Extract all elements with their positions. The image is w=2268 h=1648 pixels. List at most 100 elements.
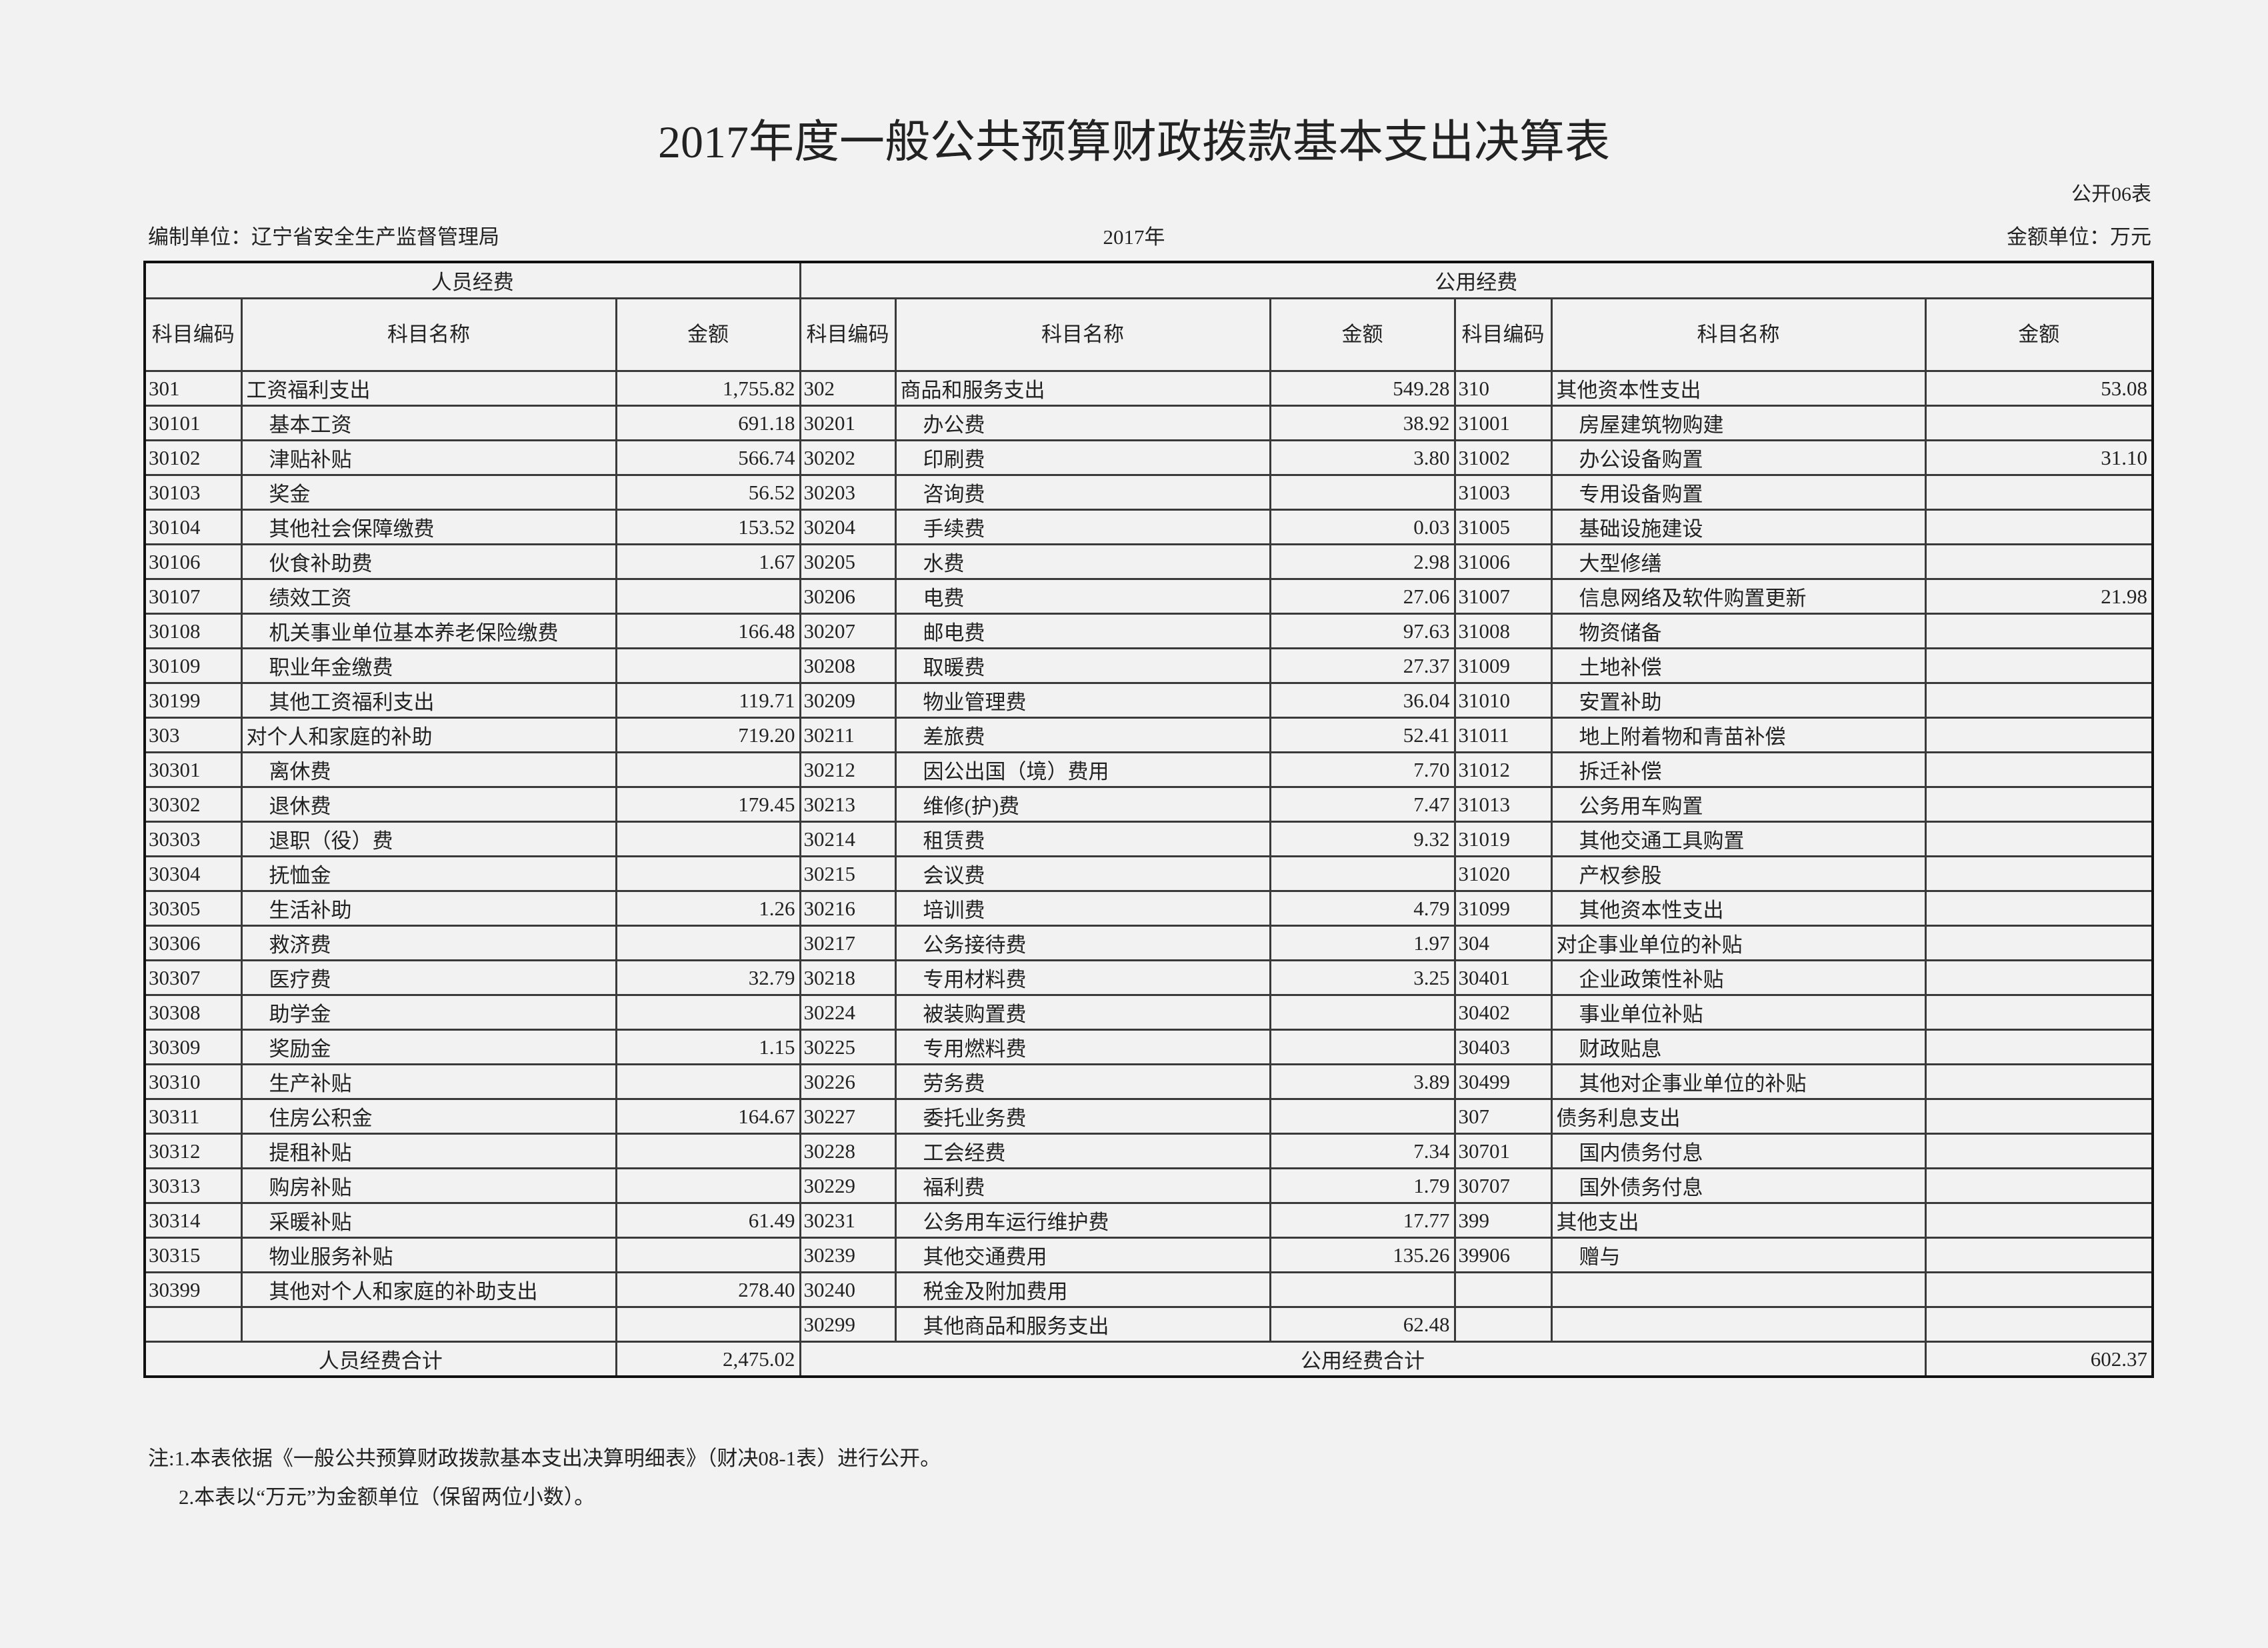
item-name: 采暖补贴 <box>240 1202 617 1239</box>
table-row: 30314 采暖补贴 61.49 30231 公务用车运行维护费 17.77 399 其他支出 <box>143 1202 2154 1239</box>
page-title: 2017年度一般公共预算财政拨款基本支出决算表 <box>657 117 1610 167</box>
form-number: 公开06表 <box>2071 183 2151 205</box>
item-name: 津贴补贴 <box>240 439 617 476</box>
item-amount <box>1924 959 2154 996</box>
item-amount: 52.41 <box>1269 717 1456 753</box>
item-amount <box>1924 1271 2154 1308</box>
item-code: 30312 <box>143 1133 243 1169</box>
item-name: 抚恤金 <box>240 855 617 892</box>
item-amount <box>615 1167 801 1204</box>
item-code: 30213 <box>799 786 897 823</box>
item-name: 工会经费 <box>894 1133 1271 1169</box>
item-code: 31013 <box>1453 786 1553 823</box>
item-amount <box>1269 1098 1456 1135</box>
item-name: 其他资本性支出 <box>1550 370 1927 407</box>
table-row: 30311 住房公积金 164.67 30227 委托业务费 307 债务利息支出 <box>143 1098 2154 1135</box>
item-code: 304 <box>1453 925 1553 961</box>
item-amount <box>615 855 801 892</box>
item-name: 对企事业单位的补贴 <box>1550 925 1927 961</box>
item-amount: 27.37 <box>1269 647 1456 684</box>
group-public: 公用经费 <box>799 261 2154 299</box>
item-code: 30231 <box>799 1202 897 1239</box>
item-amount <box>615 925 801 961</box>
item-code: 30217 <box>799 925 897 961</box>
table-row: 30109 职业年金缴费 30208 取暖费 27.37 31009 土地补偿 <box>143 647 2154 684</box>
item-amount <box>615 1133 801 1169</box>
item-name: 拆迁补偿 <box>1550 751 1927 788</box>
item-name: 国内债务付息 <box>1550 1133 1927 1169</box>
table-row: 30313 购房补贴 30229 福利费 1.79 30707 国外债务付息 <box>143 1167 2154 1204</box>
item-amount <box>1924 855 2154 892</box>
item-code: 30302 <box>143 786 243 823</box>
table-row: 30103 奖金 56.52 30203 咨询费 31003 专用设备购置 <box>143 474 2154 511</box>
item-amount <box>1924 509 2154 545</box>
item-amount: 7.70 <box>1269 751 1456 788</box>
item-amount <box>1269 1029 1456 1065</box>
item-name: 债务利息支出 <box>1550 1098 1927 1135</box>
item-amount <box>1269 855 1456 892</box>
table-row: 30102 津贴补贴 566.74 30202 印刷费 3.80 31002 办公设备购置 31… <box>143 439 2154 476</box>
table-row: 30309 奖励金 1.15 30225 专用燃料费 30403 财政贴息 <box>143 1029 2154 1065</box>
item-code: 31008 <box>1453 613 1553 649</box>
item-code: 30402 <box>1453 994 1553 1031</box>
item-name: 绩效工资 <box>240 578 617 615</box>
item-name: 大型修缮 <box>1550 543 1927 580</box>
item-code: 30215 <box>799 855 897 892</box>
item-code <box>1453 1306 1553 1343</box>
item-amount <box>1924 751 2154 788</box>
item-code: 30303 <box>143 821 243 857</box>
item-name: 被装购置费 <box>894 994 1271 1031</box>
item-name: 物业管理费 <box>894 682 1271 719</box>
item-code: 30106 <box>143 543 243 580</box>
item-name: 生活补助 <box>240 890 617 927</box>
item-amount: 164.67 <box>615 1098 801 1135</box>
column-header-name: 科目名称 <box>240 297 617 372</box>
item-amount: 7.47 <box>1269 786 1456 823</box>
group-personnel: 人员经费 <box>143 261 801 299</box>
item-name: 劳务费 <box>894 1063 1271 1100</box>
item-code: 301 <box>143 370 243 407</box>
item-name: 安置补助 <box>1550 682 1927 719</box>
note-2: 2.本表以“万元”为金额单位（保留两位小数）。 <box>179 1485 595 1509</box>
item-amount: 31.10 <box>1924 439 2154 476</box>
item-code: 30314 <box>143 1202 243 1239</box>
item-name: 印刷费 <box>894 439 1271 476</box>
item-amount: 1.15 <box>615 1029 801 1065</box>
item-code: 30305 <box>143 890 243 927</box>
item-code: 30499 <box>1453 1063 1553 1100</box>
item-code: 303 <box>143 717 243 753</box>
item-code: 31005 <box>1453 509 1553 545</box>
item-amount <box>1269 474 1456 511</box>
item-amount: 9.32 <box>1269 821 1456 857</box>
item-amount <box>1924 405 2154 441</box>
table-row: 30301 离休费 30212 因公出国（境）费用 7.70 31012 拆迁补偿 <box>143 751 2154 788</box>
item-code: 302 <box>799 370 897 407</box>
item-amount <box>1924 925 2154 961</box>
item-name: 培训费 <box>894 890 1271 927</box>
item-code: 30307 <box>143 959 243 996</box>
item-name: 手续费 <box>894 509 1271 545</box>
public-total-amount: 602.37 <box>1924 1341 2154 1378</box>
item-code: 30240 <box>799 1271 897 1308</box>
item-amount <box>1924 1029 2154 1065</box>
item-code: 31099 <box>1453 890 1553 927</box>
item-name: 其他对企事业单位的补贴 <box>1550 1063 1927 1100</box>
item-code: 39906 <box>1453 1237 1553 1273</box>
item-name: 取暖费 <box>894 647 1271 684</box>
item-amount: 179.45 <box>615 786 801 823</box>
item-name: 工资福利支出 <box>240 370 617 407</box>
item-amount <box>1269 994 1456 1031</box>
table-row: 30107 绩效工资 30206 电费 27.06 31007 信息网络及软件购置更新 21.… <box>143 578 2154 615</box>
item-code: 30309 <box>143 1029 243 1065</box>
column-header-code: 科目编码 <box>799 297 897 372</box>
item-name: 公务用车运行维护费 <box>894 1202 1271 1239</box>
table-row: 30315 物业服务补贴 30239 其他交通费用 135.26 39906 赠与 <box>143 1237 2154 1273</box>
item-name: 租赁费 <box>894 821 1271 857</box>
item-code: 31009 <box>1453 647 1553 684</box>
item-name: 其他交通工具购置 <box>1550 821 1927 857</box>
item-name: 购房补贴 <box>240 1167 617 1204</box>
item-amount: 38.92 <box>1269 405 1456 441</box>
item-code: 30304 <box>143 855 243 892</box>
totals-row: 人员经费合计 2,475.02 公用经费合计 602.37 <box>143 1341 2154 1378</box>
item-amount: 3.89 <box>1269 1063 1456 1100</box>
